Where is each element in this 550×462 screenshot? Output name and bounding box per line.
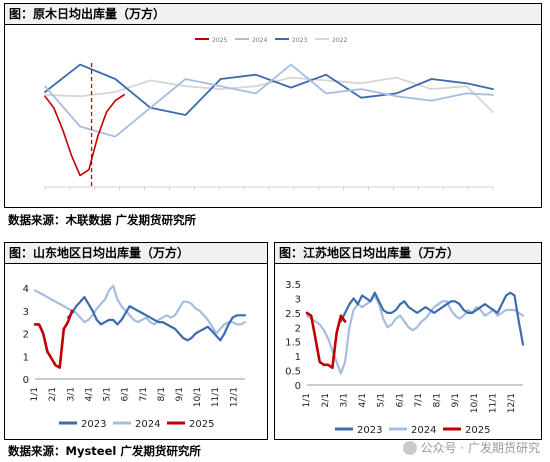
watermark: 公众号 · 广发期货研究 bbox=[402, 439, 540, 456]
shandong-series-2023 bbox=[66, 295, 247, 342]
top-series-2025 bbox=[44, 94, 125, 177]
jiangsu-y-tick-label: 3 bbox=[295, 294, 301, 305]
jiangsu-legend-label-2023: 2023 bbox=[357, 425, 382, 436]
jiangsu-y-tick-label: 1 bbox=[295, 352, 301, 363]
jiangsu-x-tick-label: 12/1 bbox=[507, 393, 517, 413]
shandong-x-tick-label: 6/1 bbox=[121, 387, 131, 401]
jiangsu-x-tick-label: 6/1 bbox=[395, 393, 405, 407]
shandong-x-tick-label: 5/1 bbox=[103, 387, 113, 401]
top-chart-source: 数据来源：木联数据 广发期货研究所 bbox=[8, 213, 197, 227]
shandong-x-tick-label: 8/1 bbox=[157, 387, 167, 401]
shandong-chart-title: 图：山东地区日均出库量（万方） bbox=[5, 243, 267, 264]
shandong-series-2024 bbox=[33, 284, 247, 335]
jiangsu-series-2025 bbox=[305, 311, 347, 369]
shandong-series-2025 bbox=[33, 309, 74, 369]
top-series-2024 bbox=[44, 63, 494, 138]
top-legend-label-2022: 2022 bbox=[332, 37, 347, 44]
shandong-x-tick-label: 1/1 bbox=[30, 387, 40, 401]
jiangsu-x-tick-label: 5/1 bbox=[377, 393, 387, 407]
shandong-y-tick-label: 2 bbox=[23, 330, 29, 341]
shandong-chart-panel: 图：山东地区日均出库量（万方） 0 1 2 3 4 1/1 2/1 3/1 4/1 5/1 6/1 7… bbox=[4, 242, 268, 440]
jiangsu-chart-panel: 图：江苏地区日均出库量（万方） 0 0.5 1 1.5 2 2.5 3 3.5 1/1 2/1 3/… bbox=[274, 242, 542, 440]
jiangsu-x-tick-label: 9/1 bbox=[451, 393, 461, 407]
shandong-legend-label-2023: 2023 bbox=[81, 419, 106, 430]
top-legend-label-2024: 2024 bbox=[252, 37, 267, 44]
shandong-chart-plot: 0 1 2 3 4 1/1 2/1 3/1 4/1 5/1 6/1 7/1 8/1 9/1 10/1 11/1… bbox=[23, 284, 247, 430]
shandong-y-tick-label: 1 bbox=[23, 352, 29, 363]
jiangsu-y-tick-label: 0 bbox=[295, 381, 301, 392]
top-chart-title: 图：原木日均出库量（万方） bbox=[5, 4, 541, 25]
shandong-y-tick-label: 0 bbox=[23, 375, 29, 386]
shandong-y-tick-label: 3 bbox=[23, 307, 29, 318]
top-series-2023 bbox=[44, 63, 494, 116]
shandong-x-tick-label: 9/1 bbox=[175, 387, 185, 401]
jiangsu-y-tick-label: 2.5 bbox=[285, 309, 301, 320]
jiangsu-x-tick-label: 2/1 bbox=[321, 393, 331, 407]
jiangsu-x-tick-label: 1/1 bbox=[302, 393, 312, 407]
bottom-chart-source: 数据来源：Mysteel 广发期货研究所 bbox=[8, 444, 201, 458]
jiangsu-y-tick-label: 0.5 bbox=[285, 367, 301, 378]
jiangsu-x-tick-label: 4/1 bbox=[358, 393, 368, 407]
shandong-x-tick-label: 3/1 bbox=[66, 387, 76, 401]
top-legend-label-2023: 2023 bbox=[292, 37, 307, 44]
jiangsu-y-tick-label: 2 bbox=[295, 323, 301, 334]
jiangsu-legend-label-2024: 2024 bbox=[411, 425, 436, 436]
shandong-x-tick-label: 11/1 bbox=[211, 387, 221, 407]
jiangsu-series-2024 bbox=[305, 294, 525, 375]
top-chart-panel: 图：原木日均出库量（万方） 2025 2024 2023 2022 bbox=[4, 3, 542, 208]
watermark-text: 公众号 · 广发期货研究 bbox=[420, 441, 540, 455]
shandong-legend-label-2025: 2025 bbox=[189, 419, 214, 430]
jiangsu-x-tick-label: 11/1 bbox=[488, 393, 498, 413]
shandong-x-tick-label: 4/1 bbox=[84, 387, 94, 401]
jiangsu-series-2023 bbox=[339, 291, 525, 346]
shandong-x-tick-label: 12/1 bbox=[229, 387, 239, 407]
shandong-x-tick-label: 2/1 bbox=[48, 387, 58, 401]
jiangsu-chart-title: 图：江苏地区日均出库量（万方） bbox=[275, 243, 541, 264]
jiangsu-chart-plot: 0 0.5 1 1.5 2 2.5 3 3.5 1/1 2/1 3/1 4/1 5/1 6/1 7/1 8/1… bbox=[285, 280, 525, 436]
jiangsu-x-tick-label: 3/1 bbox=[339, 393, 349, 407]
jiangsu-x-tick-label: 8/1 bbox=[433, 393, 443, 407]
top-chart-plot: 2025 2024 2023 2022 bbox=[44, 37, 494, 190]
shandong-y-tick-label: 4 bbox=[23, 284, 29, 295]
wechat-icon bbox=[402, 440, 417, 455]
shandong-x-tick-label: 10/1 bbox=[193, 387, 203, 407]
jiangsu-legend-label-2025: 2025 bbox=[465, 425, 490, 436]
jiangsu-x-tick-label: 7/1 bbox=[414, 393, 424, 407]
top-legend-label-2025: 2025 bbox=[212, 37, 227, 44]
jiangsu-y-tick-label: 3.5 bbox=[285, 280, 301, 291]
jiangsu-y-tick-label: 1.5 bbox=[285, 338, 301, 349]
shandong-legend-label-2024: 2024 bbox=[135, 419, 160, 430]
shandong-x-tick-label: 7/1 bbox=[139, 387, 149, 401]
jiangsu-x-tick-label: 10/1 bbox=[470, 393, 480, 413]
